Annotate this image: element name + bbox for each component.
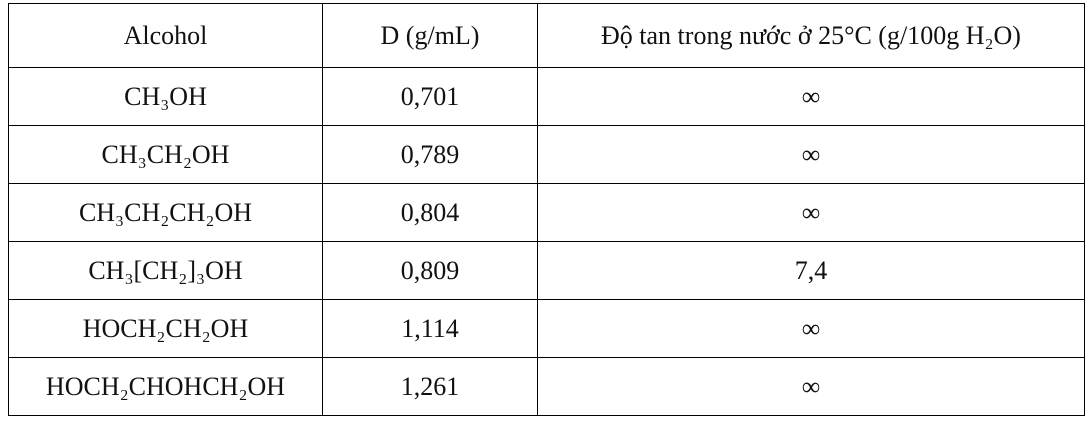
table-row: HOCH₂CH₂OH 1,114 ∞ <box>8 299 1085 358</box>
table-cell: HOCH₂CHOHCH₂OH <box>8 357 323 416</box>
table-cell: ∞ <box>537 67 1085 126</box>
table-body: CH₃OH 0,701 ∞ CH₃CH₂OH 0,789 ∞ CH₃CH₂CH₂OH 0,80… <box>8 67 1085 416</box>
table-cell: 0,804 <box>322 183 538 242</box>
table-cell: CH₃CH₂OH <box>8 125 323 184</box>
table-cell: HOCH₂CH₂OH <box>8 299 323 358</box>
table-cell: 0,809 <box>322 241 538 300</box>
header-row: Alcohol D (g/mL) Độ tan trong nước ở 25°C … <box>8 3 1085 68</box>
table-cell: 1,261 <box>322 357 538 416</box>
table-row: CH₃CH₂CH₂OH 0,804 ∞ <box>8 183 1085 242</box>
table-cell: ∞ <box>537 357 1085 416</box>
table-cell: CH₃[CH₂]₃OH <box>8 241 323 300</box>
header-cell: D (g/mL) <box>322 3 538 68</box>
table-cell: 0,789 <box>322 125 538 184</box>
table-cell: CH₃CH₂CH₂OH <box>8 183 323 242</box>
table-row: HOCH₂CHOHCH₂OH 1,261 ∞ <box>8 357 1085 416</box>
table-cell: 0,701 <box>322 67 538 126</box>
header-cell: Alcohol <box>8 3 323 68</box>
table-row: CH₃[CH₂]₃OH 0,809 7,4 <box>8 241 1085 300</box>
table-row: CH₃CH₂OH 0,789 ∞ <box>8 125 1085 184</box>
table-cell: CH₃OH <box>8 67 323 126</box>
table-cell: ∞ <box>537 183 1085 242</box>
table-cell: ∞ <box>537 125 1085 184</box>
table-row: CH₃OH 0,701 ∞ <box>8 67 1085 126</box>
alcohol-table: Alcohol D (g/mL) Độ tan trong nước ở 25°C … <box>8 3 1085 416</box>
table-cell: ∞ <box>537 299 1085 358</box>
header-cell: Độ tan trong nước ở 25°C (g/100g H₂O) <box>537 3 1085 68</box>
table-cell: 7,4 <box>537 241 1085 300</box>
table-cell: 1,114 <box>322 299 538 358</box>
